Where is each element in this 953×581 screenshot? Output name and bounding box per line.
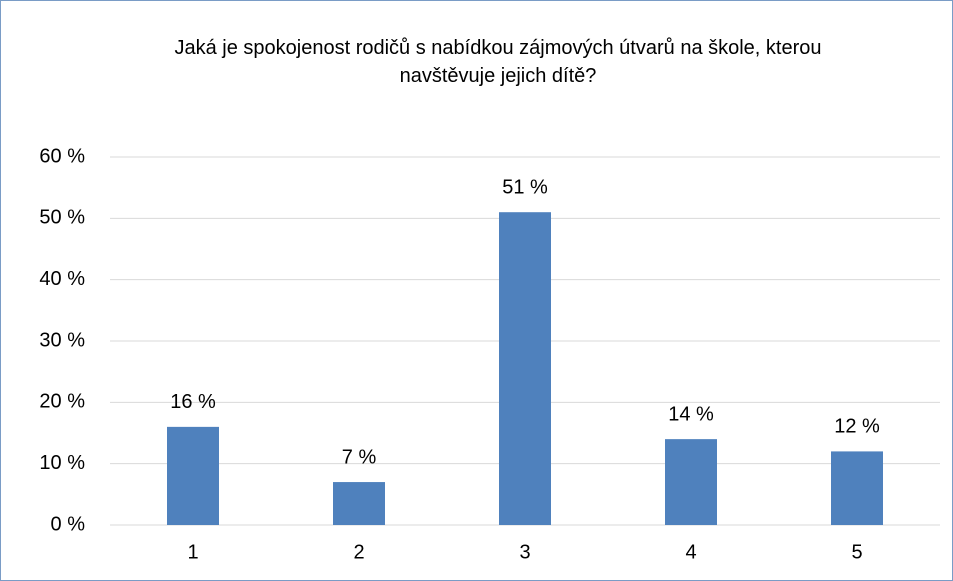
x-tick-label: 2: [353, 541, 364, 563]
bar: [499, 212, 551, 525]
x-tick-label: 5: [851, 541, 862, 563]
y-tick-label: 50 %: [39, 207, 85, 229]
data-label: 12 %: [834, 416, 880, 438]
chart-title: Jaká je spokojenost rodičů s nabídkou zá…: [174, 37, 822, 87]
data-label: 16 %: [170, 391, 216, 413]
data-label: 14 %: [668, 403, 714, 425]
data-label: 7 %: [342, 446, 377, 468]
bar: [167, 426, 219, 525]
y-tick-label: 60 %: [39, 145, 85, 167]
x-tick-label: 3: [519, 541, 530, 563]
y-tick-label: 0 %: [51, 513, 86, 535]
y-tick-label: 40 %: [39, 268, 85, 290]
y-tick-label: 30 %: [39, 329, 85, 351]
bar: [333, 482, 385, 525]
x-tick-label: 4: [685, 541, 696, 563]
bar: [665, 439, 717, 525]
bar: [831, 451, 883, 525]
data-label: 51 %: [502, 176, 548, 198]
y-tick-label: 10 %: [39, 452, 85, 474]
x-tick-label: 1: [187, 541, 198, 563]
y-tick-label: 20 %: [39, 391, 85, 413]
